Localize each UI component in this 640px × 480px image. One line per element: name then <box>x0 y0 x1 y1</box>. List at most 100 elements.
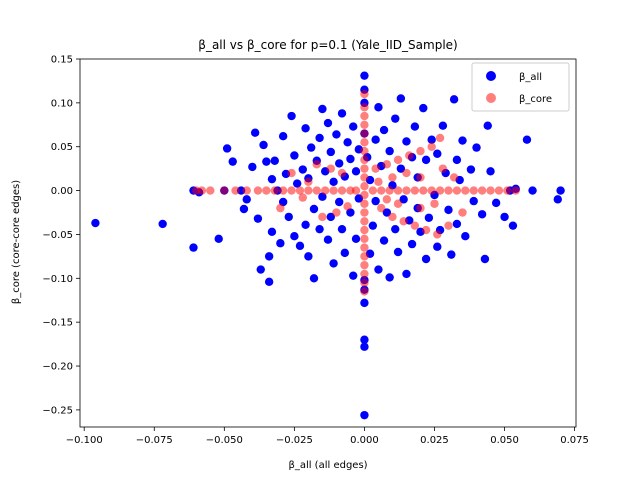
scatter-point <box>276 203 285 213</box>
chart-title: β_all vs β_core for p=0.1 (Yale_IID_Samp… <box>198 38 457 52</box>
scatter-point <box>323 118 333 128</box>
scatter-point <box>393 186 403 195</box>
scatter-point <box>399 217 408 226</box>
scatter-point <box>259 140 268 150</box>
scatter-point <box>337 168 347 178</box>
scatter-point <box>351 234 361 244</box>
scatter-point <box>323 235 333 244</box>
scatter-point <box>402 186 411 195</box>
scatter-point <box>360 225 369 235</box>
scatter-point <box>306 143 316 152</box>
scatter-point <box>287 168 296 178</box>
scatter-point <box>91 218 100 228</box>
scatter-point <box>262 186 271 195</box>
scatter-point <box>231 186 240 195</box>
scatter-point <box>416 146 425 156</box>
scatter-point <box>349 122 358 131</box>
scatter-point <box>393 247 403 257</box>
scatter-point <box>312 160 321 169</box>
scatter-point <box>360 208 369 217</box>
scatter-point <box>416 203 425 213</box>
scatter-point <box>528 186 537 195</box>
legend: β_all β_core <box>471 62 570 112</box>
scatter-point <box>553 195 562 204</box>
scatter-point <box>290 232 299 241</box>
scatter-point <box>421 225 431 235</box>
scatter-point <box>438 121 448 130</box>
scatter-point <box>346 154 355 164</box>
scatter-point <box>309 204 319 214</box>
scatter-point <box>301 124 310 133</box>
scatter-point <box>500 212 509 222</box>
scatter-point <box>304 177 313 187</box>
scatter-point <box>326 147 336 157</box>
x-tick-label: −0.075 <box>136 435 173 446</box>
scatter-point <box>222 144 232 153</box>
scatter-point <box>433 242 442 251</box>
legend-box <box>471 62 570 112</box>
scatter-point <box>491 198 501 208</box>
scatter-point <box>329 259 338 268</box>
y-tick-label: −0.25 <box>42 405 73 416</box>
scatter-point <box>371 164 380 173</box>
y-tick-label: 0.00 <box>51 186 73 197</box>
scatter-point <box>309 274 319 283</box>
scatter-point <box>360 269 369 279</box>
scatter-point <box>410 221 420 230</box>
scatter-point <box>242 186 251 195</box>
x-tick-label: 0.075 <box>560 435 589 446</box>
scatter-point <box>360 278 369 287</box>
scatter-point <box>444 221 453 230</box>
scatter-point <box>461 232 470 241</box>
scatter-point <box>416 173 425 182</box>
scatter-point <box>438 164 448 173</box>
scatter-point <box>458 208 467 217</box>
scatter-point <box>278 186 288 195</box>
scatter-point <box>278 131 288 141</box>
scatter-point <box>421 155 431 165</box>
scatter-point <box>315 224 324 234</box>
scatter-point <box>379 125 389 135</box>
scatter-point <box>337 186 347 195</box>
scatter-point <box>360 287 369 296</box>
y-tick-label: −0.15 <box>42 318 73 329</box>
scatter-point <box>292 179 302 188</box>
scatter-point <box>402 168 411 178</box>
scatter-point <box>337 224 347 234</box>
scatter-point <box>284 212 293 222</box>
x-axis: −0.100 −0.075 −0.050 −0.025 0.000 0.025 0.050 0… <box>66 427 589 446</box>
scatter-point <box>405 151 414 160</box>
scatter-point <box>206 186 215 195</box>
scatter-point <box>197 186 207 195</box>
scatter-point <box>264 277 274 287</box>
scatter-point <box>360 103 369 112</box>
scatter-point <box>407 239 417 249</box>
y-tick-label: 0.05 <box>51 142 73 153</box>
scatter-point <box>477 210 487 219</box>
scatter-point <box>360 234 369 244</box>
scatter-point <box>248 162 257 172</box>
series-beta-core <box>192 89 520 296</box>
scatter-point <box>466 165 476 174</box>
scatter-point <box>351 167 361 176</box>
scatter-point <box>374 103 383 112</box>
scatter-point <box>349 271 358 280</box>
scatter-point <box>391 114 400 123</box>
scatter-point <box>360 120 369 129</box>
y-axis-label: β_core (core-core edges) <box>11 180 22 304</box>
x-axis-label: β_all (all edges) <box>288 460 367 471</box>
scatter-point <box>508 221 518 230</box>
scatter-point <box>477 186 487 195</box>
scatter-point <box>304 252 313 261</box>
scatter-point <box>393 199 403 208</box>
scatter-point <box>295 186 305 195</box>
scatter-point <box>343 138 352 147</box>
legend-label-beta-all: β_all <box>519 72 542 83</box>
scatter-point <box>360 190 369 200</box>
scatter-point <box>332 208 341 217</box>
scatter-point <box>433 230 442 239</box>
scatter-point <box>158 219 167 229</box>
scatter-point <box>424 213 434 222</box>
scatter-point <box>360 252 369 261</box>
